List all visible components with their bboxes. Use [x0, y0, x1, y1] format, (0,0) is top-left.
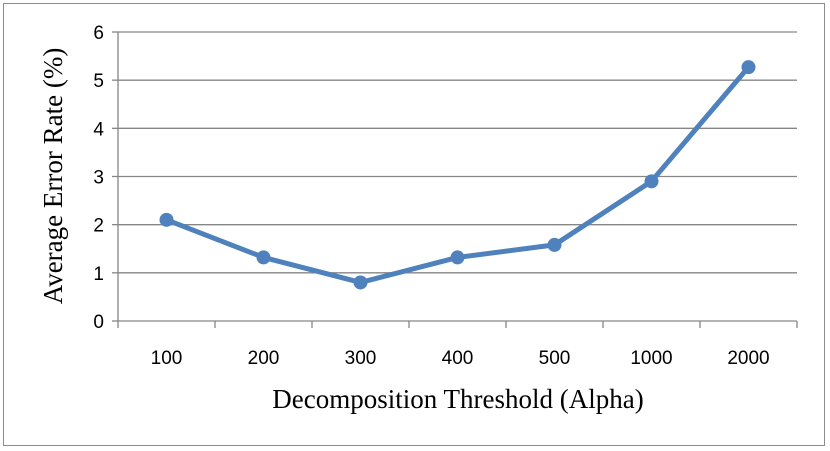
data-point-500 — [547, 237, 562, 252]
series-group — [159, 60, 756, 290]
y-tick-labels: 0 1 2 3 4 5 6 — [93, 23, 104, 333]
x-tick-label-300: 300 — [345, 348, 377, 369]
y-tick-label-5: 5 — [93, 71, 104, 92]
x-tick-label-500: 500 — [539, 348, 571, 369]
data-point-200 — [256, 250, 271, 265]
x-tick-label-200: 200 — [248, 348, 280, 369]
data-point-1000 — [644, 174, 659, 189]
data-point-300 — [353, 275, 368, 290]
x-tick-label-2000: 2000 — [727, 348, 769, 369]
x-tick-label-1000: 1000 — [630, 348, 672, 369]
x-axis-title: Decomposition Threshold (Alpha) — [272, 384, 643, 414]
y-tick-label-2: 2 — [93, 216, 104, 237]
y-tick-label-3: 3 — [93, 168, 104, 189]
y-tick-label-0: 0 — [93, 312, 104, 333]
data-point-2000 — [741, 60, 756, 75]
y-tick-label-1: 1 — [93, 264, 104, 285]
x-tick-labels: 100 200 300 400 500 1000 2000 — [151, 348, 770, 369]
axes — [112, 31, 798, 328]
y-axis-title: Average Error Rate (%) — [38, 48, 68, 305]
x-tick-label-400: 400 — [442, 348, 474, 369]
data-point-400 — [450, 250, 465, 265]
gridlines — [118, 31, 797, 274]
x-tick-label-100: 100 — [151, 348, 183, 369]
y-tick-label-6: 6 — [93, 23, 104, 44]
series-line — [164, 64, 751, 285]
y-tick-label-4: 4 — [93, 119, 104, 140]
data-point-100 — [159, 212, 174, 227]
